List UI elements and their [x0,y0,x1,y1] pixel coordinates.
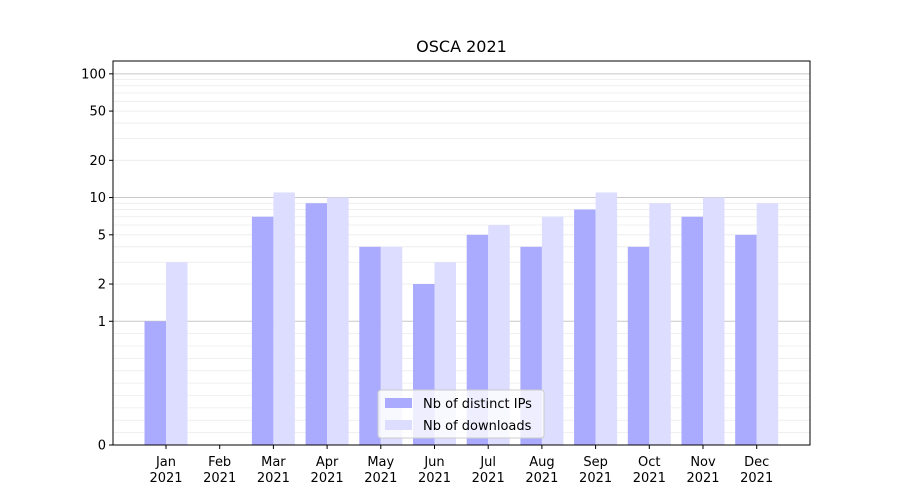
x-axis: Jan 2021 Feb 2021 Mar 2021 Apr 2021 May 2021 Jun 20… [149,445,773,486]
bar-downloads [327,197,349,445]
plot-area [112,60,811,446]
bar-downloads [649,203,671,445]
x-tick-label: Jun 2021 [418,455,451,486]
bar-distinct-ips [574,209,596,445]
x-tick-label: Oct 2021 [633,455,666,486]
x-tick-label: May 2021 [364,455,397,486]
x-tick-label: Nov 2021 [686,455,719,486]
bar-distinct-ips [359,246,381,445]
x-tick-label: Mar 2021 [257,455,290,486]
bar-distinct-ips [144,321,166,445]
bar-distinct-ips [681,216,703,445]
chart-title: OSCA 2021 [416,37,507,56]
y-tick-label: 1 [98,315,106,330]
legend-label-downloads: Nb of downloads [423,419,532,434]
x-tick-label: Aug 2021 [525,455,558,486]
x-tick-label: Jul 2021 [472,455,505,486]
legend-label-ips: Nb of distinct IPs [423,397,532,412]
y-tick-label: 0 [98,439,106,454]
bar-distinct-ips [251,216,274,445]
x-tick-label: Jan 2021 [149,455,182,486]
bar-downloads [756,203,779,445]
legend: Nb of distinct IPs Nb of downloads [377,389,545,439]
y-tick-label: 20 [89,154,106,169]
bar-downloads [703,197,725,445]
legend-swatch-downloads [385,420,412,430]
legend-swatch-ips [385,398,412,408]
y-axis: 0 1 2 5 10 20 50 100 [81,67,113,454]
x-tick-label: Dec 2021 [740,455,773,486]
legend-box [377,389,545,439]
y-tick-label: 100 [81,67,106,82]
x-tick-label: Sep 2021 [579,455,612,486]
bar-downloads [166,262,188,445]
bar-distinct-ips [735,234,757,445]
x-tick-label: Feb 2021 [203,455,236,486]
bar-downloads [541,216,564,445]
bar-distinct-ips [305,203,328,445]
y-tick-label: 5 [98,228,106,243]
bar-downloads [273,192,295,445]
y-tick-label: 10 [89,191,106,206]
y-tick-label: 2 [98,278,106,293]
y-tick-label: 50 [89,105,106,120]
bar-distinct-ips [627,246,650,445]
bar-downloads [595,192,618,445]
x-tick-label: Apr 2021 [311,455,344,486]
